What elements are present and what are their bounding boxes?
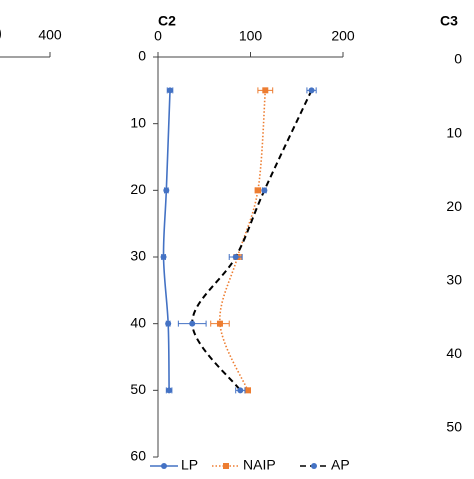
marker — [308, 87, 315, 94]
x-tick-label: 0 — [154, 28, 162, 44]
x-tick-label: 100 — [239, 28, 263, 44]
neighbor-tick-label: 20 — [446, 198, 462, 214]
series-line — [162, 90, 171, 391]
marker — [254, 187, 261, 194]
neighbor-tick-label: 30 — [446, 272, 462, 288]
y-tick-label: 0 — [138, 48, 146, 64]
marker — [165, 320, 172, 327]
chart-title: C2 — [158, 13, 176, 29]
marker — [216, 320, 223, 327]
marker — [237, 387, 244, 394]
series-line — [191, 89, 313, 391]
marker — [189, 320, 196, 327]
x-tick-label: 200 — [331, 28, 355, 44]
legend-label: NAIP — [243, 457, 276, 473]
marker — [261, 187, 268, 194]
series-line — [219, 90, 267, 391]
neighbor-title: C3 — [440, 13, 458, 29]
neighbor-tick-label: 50 — [446, 419, 462, 435]
marker — [167, 87, 174, 94]
neighbor-tick-label: 40 — [446, 345, 462, 361]
y-tick-label: 30 — [130, 248, 146, 264]
marker — [161, 463, 167, 469]
neighbor-fragment: ) — [0, 25, 2, 41]
y-tick-label: 50 — [130, 381, 146, 397]
neighbor-tick-label: 400 — [38, 27, 62, 43]
marker — [163, 187, 170, 194]
marker — [262, 87, 269, 94]
y-tick-label: 40 — [130, 314, 146, 330]
marker — [223, 463, 229, 469]
legend-label: AP — [331, 457, 350, 473]
y-tick-label: 10 — [130, 114, 146, 130]
neighbor-tick-label: 10 — [446, 124, 462, 140]
marker — [311, 463, 317, 469]
marker — [160, 254, 167, 260]
marker — [166, 387, 173, 394]
marker — [244, 387, 251, 394]
marker — [232, 254, 239, 260]
neighbor-tick-label: 0 — [454, 51, 462, 67]
y-tick-label: 20 — [130, 181, 146, 197]
legend-label: LP — [181, 457, 198, 473]
y-tick-label: 60 — [130, 448, 146, 464]
